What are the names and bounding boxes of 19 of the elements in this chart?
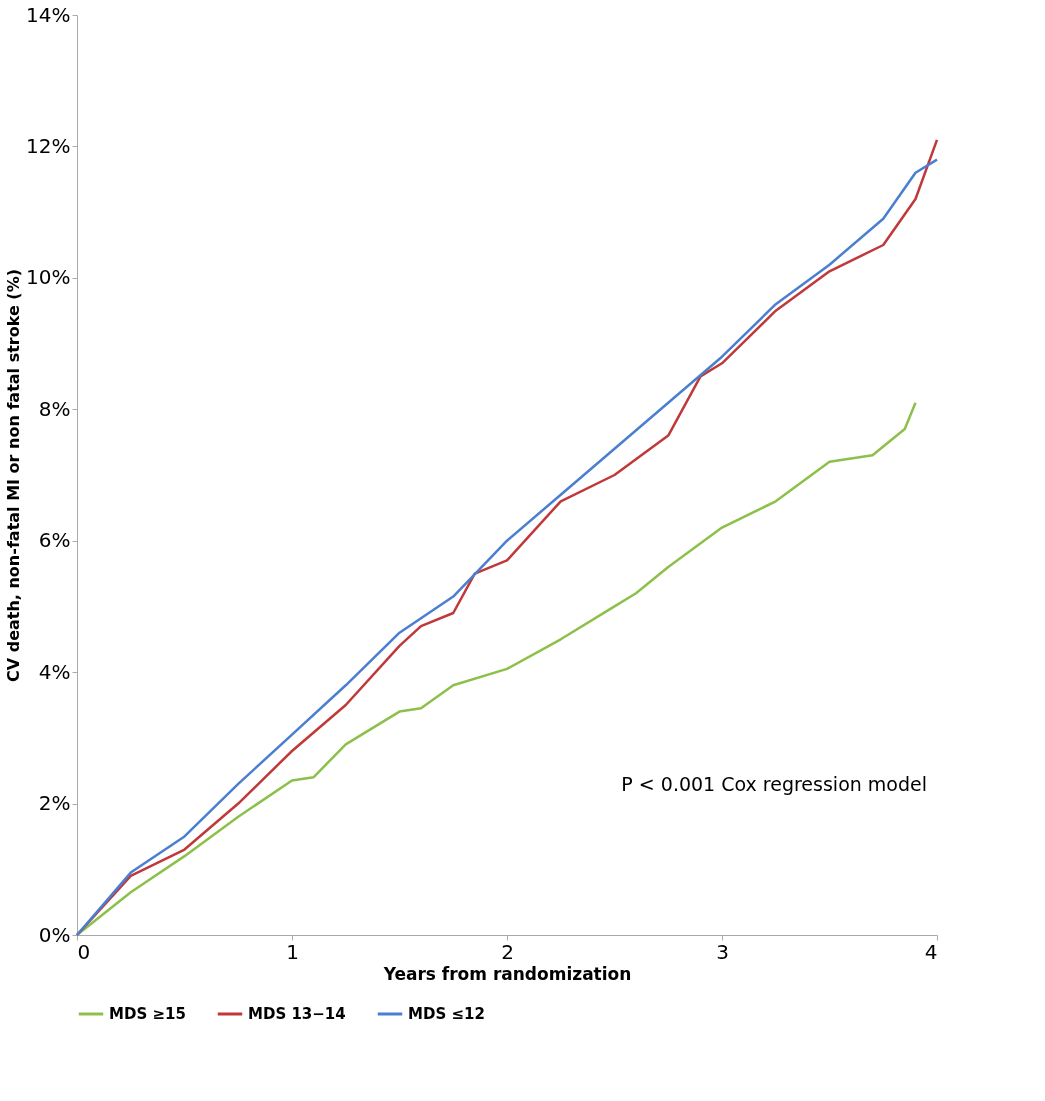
annotation: P < 0.001 Cox regression model: [621, 773, 927, 795]
x-tick-label: 3: [716, 939, 729, 964]
x-axis-title: Years from randomization: [382, 963, 632, 984]
y-tick-label: 12%: [26, 133, 71, 158]
y-tick-label: 4%: [38, 659, 71, 684]
x-tick-label: 2: [501, 939, 514, 964]
legend-label: MDS 13−14: [248, 1005, 346, 1023]
y-tick-label: 8%: [38, 396, 71, 421]
y-tick-label: 0%: [38, 922, 71, 947]
y-tick-label: 6%: [38, 528, 71, 553]
x-tick-label: 4: [924, 939, 938, 964]
x-tick-label: 0: [77, 939, 91, 964]
legend-label: MDS ≥15: [109, 1005, 186, 1023]
legend-label: MDS ≤12: [408, 1005, 485, 1023]
y-axis-title: CV death, non-fatal MI or non fatal stroke (%): [4, 269, 24, 682]
y-tick-label: 2%: [38, 791, 71, 816]
y-tick-label: 10%: [26, 265, 71, 290]
x-tick-label: 1: [286, 939, 299, 964]
y-tick-label: 14%: [26, 2, 71, 27]
